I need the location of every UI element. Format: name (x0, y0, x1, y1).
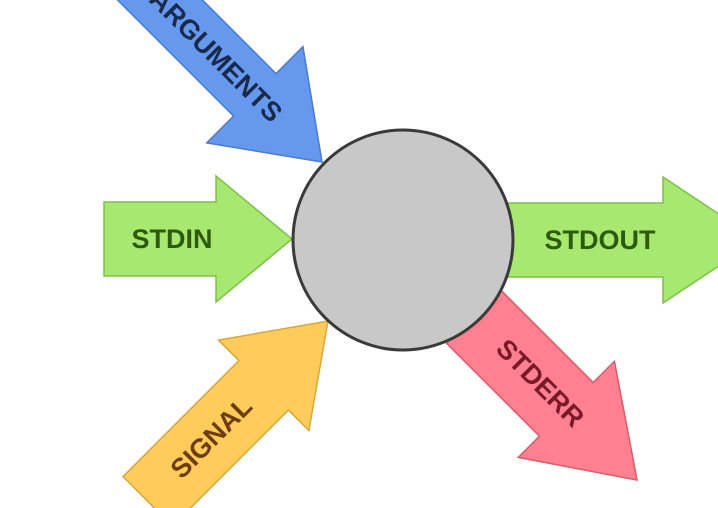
stdin-arrow-shape (103, 174, 294, 304)
signal-arrow: SIGNAL (121, 320, 329, 508)
arguments-arrow-shape (66, 0, 323, 163)
stdin-label: STDIN (132, 224, 213, 254)
stdin-arrow: STDIN (103, 174, 294, 304)
stdout-arrow-shape (507, 175, 718, 305)
signal-arrow-shape (121, 320, 329, 508)
stdout-label: STDOUT (545, 225, 657, 255)
stdout-arrow: STDOUT (507, 175, 718, 305)
stderr-arrow-shape (445, 288, 638, 481)
process-circle (291, 128, 515, 352)
